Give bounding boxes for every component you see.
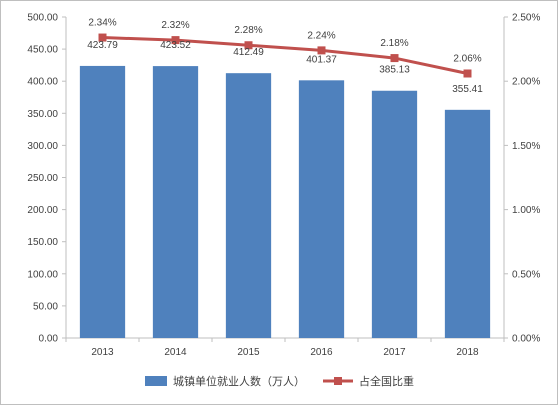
x-tick-label-2013: 2013 bbox=[91, 347, 114, 358]
y-right-tick-label: 0.00% bbox=[512, 334, 540, 345]
x-tick-label-2014: 2014 bbox=[164, 347, 187, 358]
y-right-tick-label: 2.50% bbox=[512, 13, 540, 24]
bar-2016 bbox=[298, 80, 345, 338]
y-left-tick-label: 150.00 bbox=[27, 237, 58, 248]
share-point-2018 bbox=[463, 69, 472, 78]
share-value-label-2014: 2.32% bbox=[161, 20, 189, 31]
share-value-label-2018: 2.06% bbox=[453, 53, 481, 64]
legend-bar-swatch bbox=[145, 376, 167, 386]
share-point-2014 bbox=[171, 36, 180, 45]
y-left-tick-label: 50.00 bbox=[33, 301, 58, 312]
bar-2015 bbox=[225, 73, 272, 338]
bar-2017 bbox=[371, 90, 418, 338]
share-point-2017 bbox=[390, 54, 399, 63]
y-left-tick-label: 100.00 bbox=[27, 269, 58, 280]
bar-value-label-2017: 385.13 bbox=[379, 65, 410, 76]
y-right-tick-label: 2.00% bbox=[512, 77, 540, 88]
bar-value-label-2013: 423.79 bbox=[87, 40, 118, 51]
x-tick-label-2017: 2017 bbox=[383, 347, 406, 358]
y-left-tick-label: 250.00 bbox=[27, 173, 58, 184]
y-left-tick-label: 500.00 bbox=[27, 13, 58, 24]
y-right-tick-label: 1.50% bbox=[512, 141, 540, 152]
share-point-2013 bbox=[98, 33, 107, 42]
legend-bar-label: 城镇单位就业人数（万人） bbox=[173, 374, 305, 388]
share-value-label-2015: 2.28% bbox=[234, 25, 262, 36]
y-left-tick-label: 350.00 bbox=[27, 109, 58, 120]
x-tick-label-2015: 2015 bbox=[237, 347, 260, 358]
y-left-tick-label: 0.00 bbox=[39, 334, 59, 345]
share-value-label-2016: 2.24% bbox=[307, 30, 335, 41]
bar-2014 bbox=[152, 66, 199, 338]
bar-value-label-2014: 423.52 bbox=[160, 40, 191, 51]
y-left-tick-label: 400.00 bbox=[27, 77, 58, 88]
bar-value-label-2018: 355.41 bbox=[452, 84, 483, 95]
legend-line-marker bbox=[334, 377, 342, 385]
bar-2013 bbox=[79, 65, 126, 338]
legend-line-label: 占全国比重 bbox=[359, 374, 414, 388]
share-line bbox=[102, 36, 468, 75]
y-left-tick-label: 200.00 bbox=[27, 205, 58, 216]
bar-value-label-2015: 412.49 bbox=[233, 47, 264, 58]
x-tick-label-2018: 2018 bbox=[456, 347, 479, 358]
share-value-label-2017: 2.18% bbox=[380, 38, 408, 49]
bar-value-label-2016: 401.37 bbox=[306, 54, 337, 65]
share-point-2016 bbox=[317, 46, 326, 55]
x-tick-label-2016: 2016 bbox=[310, 347, 333, 358]
bar-2018 bbox=[444, 109, 491, 338]
share-value-label-2013: 2.34% bbox=[88, 18, 116, 29]
y-left-tick-label: 450.00 bbox=[27, 45, 58, 56]
y-right-tick-label: 0.50% bbox=[512, 269, 540, 280]
share-point-2015 bbox=[244, 41, 253, 50]
y-right-tick-label: 1.00% bbox=[512, 205, 540, 216]
y-left-tick-label: 300.00 bbox=[27, 141, 58, 152]
